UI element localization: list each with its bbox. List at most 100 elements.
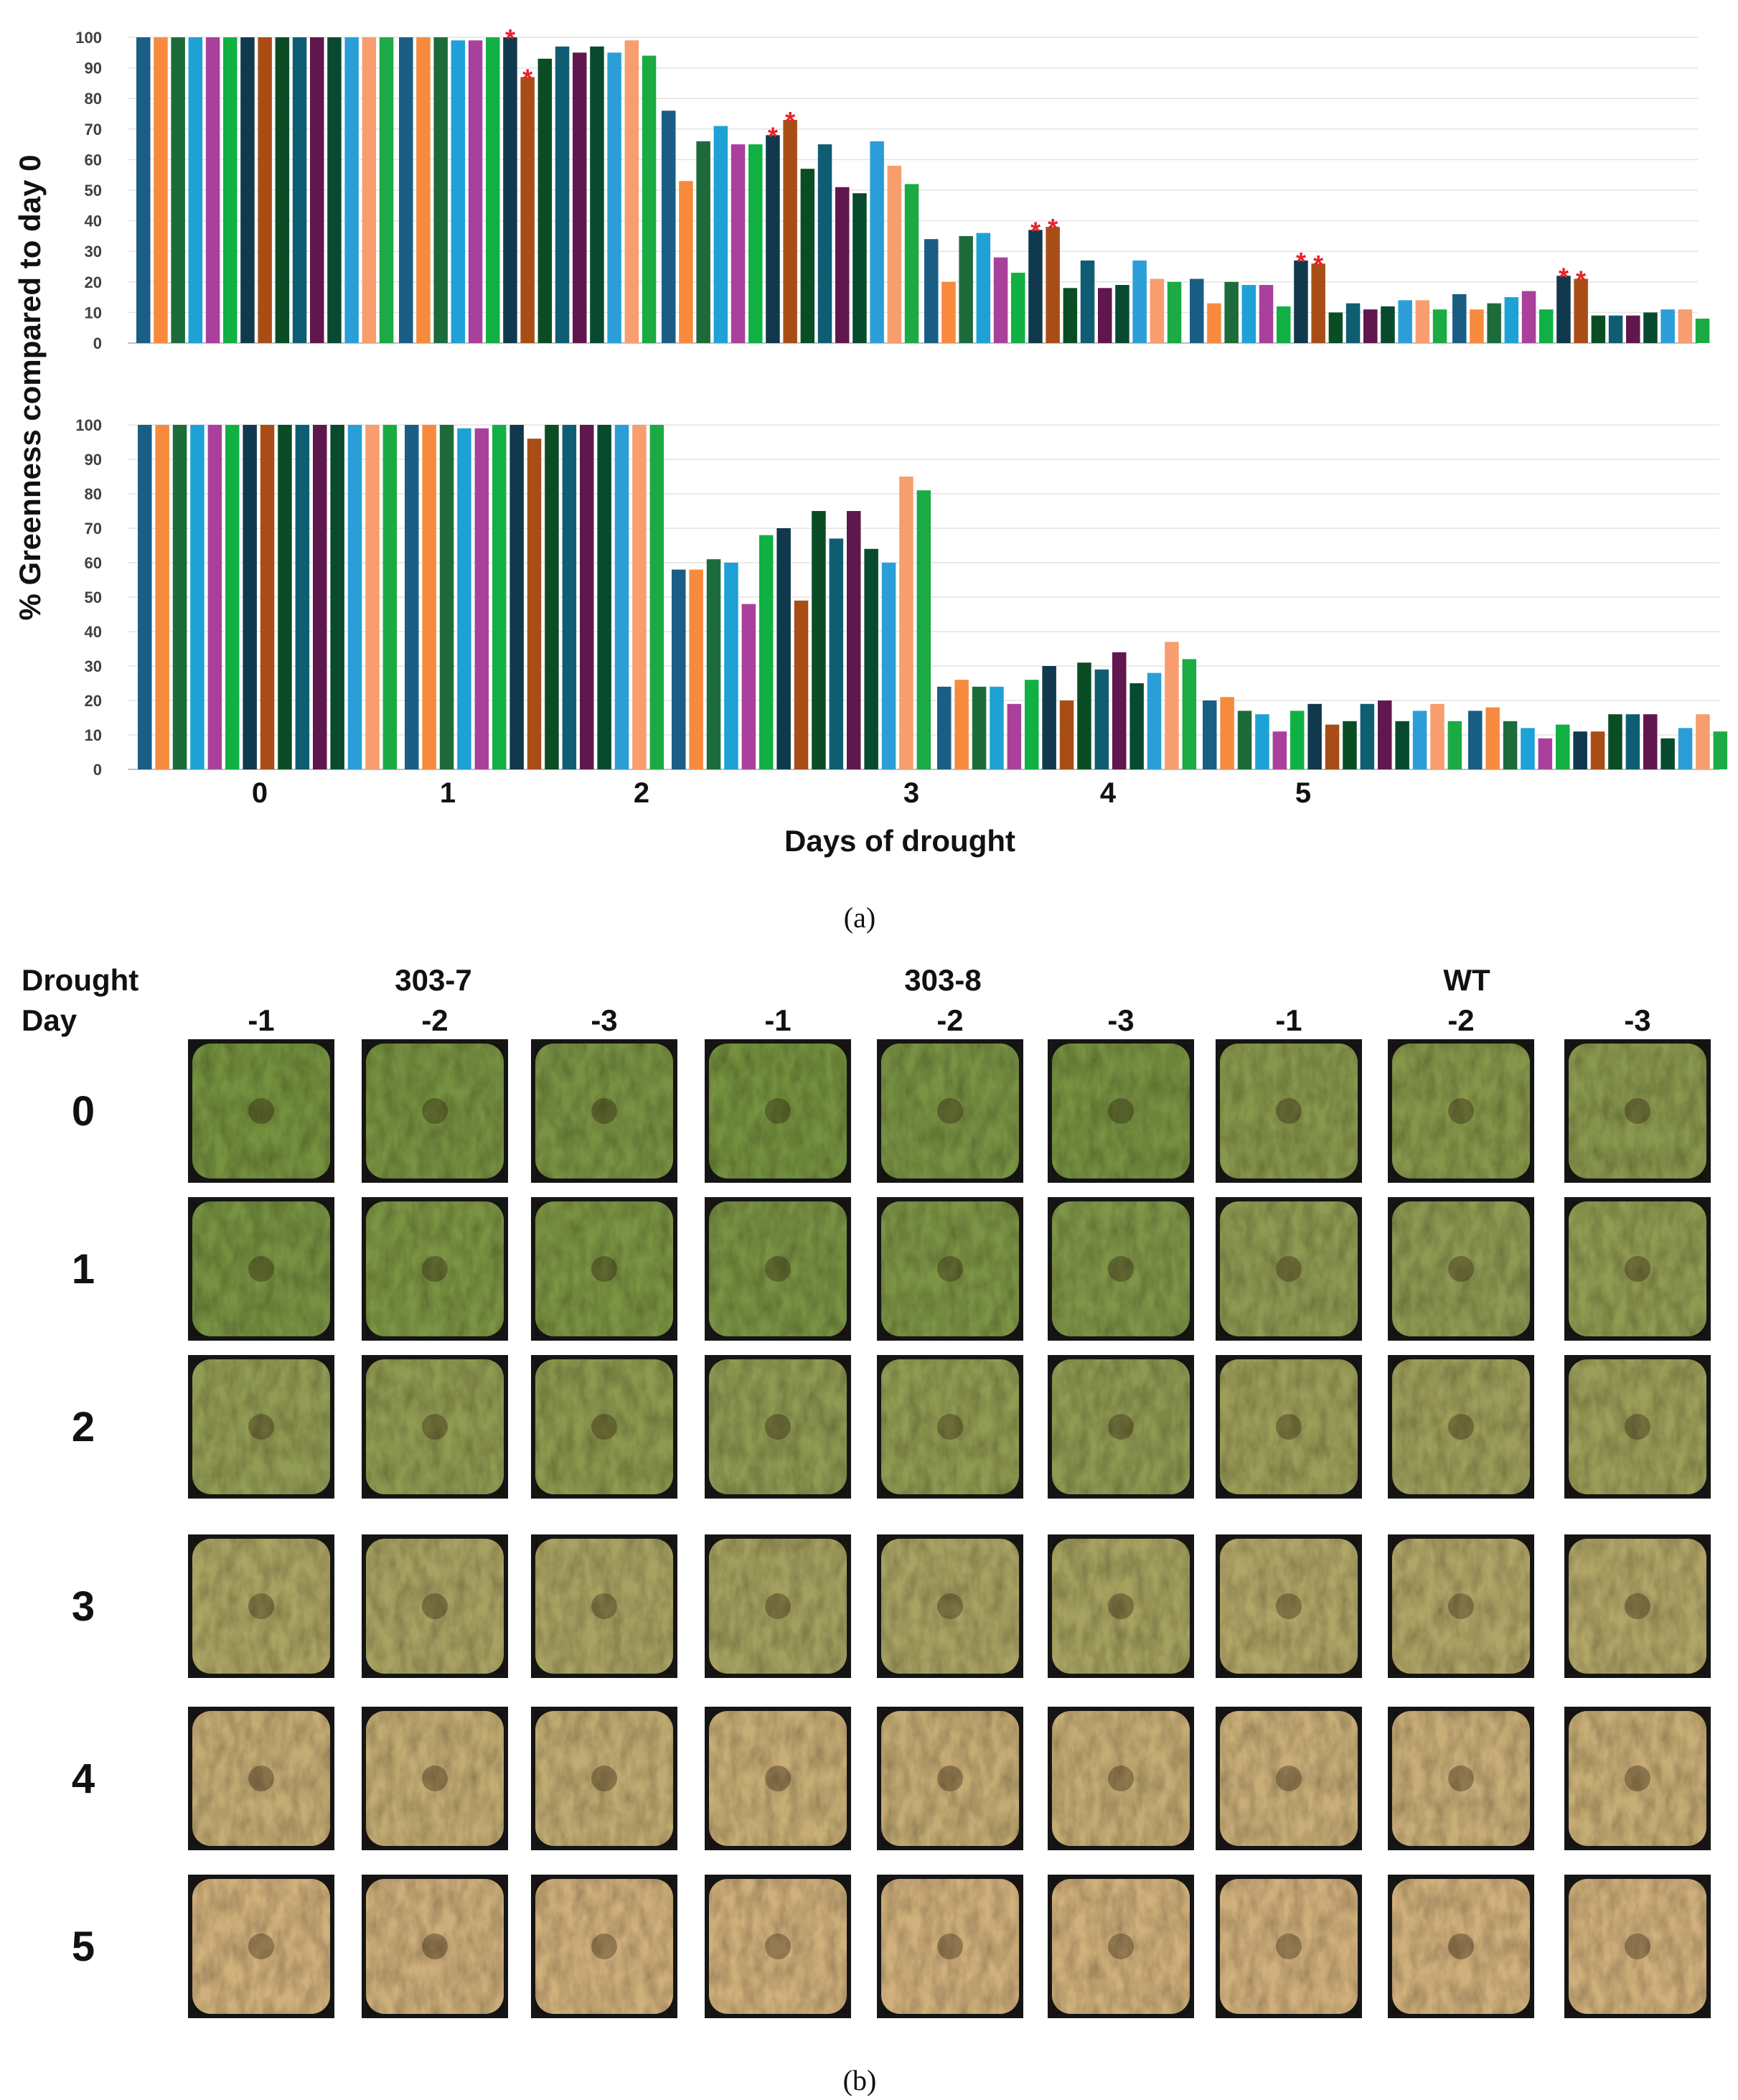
pot-canopy — [535, 1711, 673, 1846]
pot-canopy — [1052, 1879, 1190, 2014]
bar — [794, 600, 809, 769]
pot-canopy — [881, 1201, 1019, 1336]
bar — [327, 37, 342, 343]
crown-center — [765, 1414, 791, 1440]
bar — [1395, 721, 1409, 769]
pot-canopy — [881, 1879, 1019, 2014]
bar — [154, 37, 168, 343]
plant-photo — [877, 1355, 1023, 1499]
bar — [1007, 703, 1022, 769]
bar — [330, 425, 344, 769]
bar — [1259, 285, 1274, 343]
line-header-wt: WT — [1443, 963, 1490, 997]
bar — [713, 126, 728, 344]
y-tick-label: 20 — [85, 692, 102, 710]
crown-center — [422, 1098, 448, 1124]
pot-canopy — [1052, 1539, 1190, 1674]
bar — [382, 425, 398, 769]
bar — [1272, 731, 1287, 769]
pot-canopy — [1392, 1711, 1530, 1846]
pot-canopy — [709, 1044, 847, 1178]
crown-center — [1625, 1933, 1650, 1959]
bar — [1573, 731, 1587, 769]
plant-photo — [1388, 1197, 1534, 1341]
bar — [1661, 309, 1675, 343]
bar — [486, 37, 500, 343]
bar — [706, 559, 721, 769]
crown-center — [1108, 1256, 1134, 1282]
crown-center — [1108, 1414, 1134, 1440]
bar — [1521, 291, 1536, 343]
bar — [136, 37, 151, 343]
bar — [347, 425, 362, 769]
bar — [976, 233, 991, 343]
bar — [990, 686, 1004, 769]
bar — [1398, 300, 1412, 343]
bar — [1661, 738, 1675, 769]
bar — [614, 425, 629, 769]
bar — [1538, 738, 1553, 769]
bar — [1190, 278, 1204, 343]
x-tick-label: 5 — [1295, 777, 1311, 809]
bar — [405, 425, 419, 769]
crown-center — [1448, 1414, 1474, 1440]
x-tick-label: 2 — [634, 777, 649, 809]
bar — [941, 281, 956, 343]
plant-photo — [531, 1707, 677, 1850]
crown-center — [1276, 1098, 1302, 1124]
pot-canopy — [535, 1044, 673, 1178]
bar — [1447, 721, 1462, 769]
bar — [1504, 297, 1519, 343]
replicate-label: -3 — [1624, 1003, 1650, 1037]
pot-canopy — [192, 1044, 330, 1178]
bar — [190, 425, 205, 769]
bar — [954, 680, 969, 769]
crown-center — [1108, 1933, 1134, 1959]
y-tick-label: 40 — [85, 623, 102, 641]
crown-center — [765, 1098, 791, 1124]
crown-center — [765, 1766, 791, 1791]
y-tick-label: 70 — [85, 520, 102, 538]
bar — [295, 425, 310, 769]
pot-canopy — [881, 1044, 1019, 1178]
bar — [1415, 300, 1430, 343]
bar — [1241, 285, 1256, 343]
bar — [1432, 309, 1447, 343]
panel-a-label: (a) — [844, 901, 875, 934]
bar — [537, 58, 553, 343]
pot-canopy — [1052, 1711, 1190, 1846]
pot-canopy — [1220, 1711, 1358, 1846]
crown-center — [937, 1933, 963, 1959]
bar — [1556, 276, 1571, 343]
bar — [1150, 278, 1165, 343]
crown-center — [591, 1414, 617, 1440]
x-axis-label: Days of drought — [784, 824, 1015, 858]
y-tick-label: 0 — [93, 334, 102, 352]
line-header-303-8: 303-8 — [904, 963, 981, 997]
bar — [1255, 714, 1269, 769]
bar — [1625, 714, 1640, 769]
bar — [924, 239, 939, 343]
bar — [451, 40, 466, 343]
pot-canopy — [366, 1879, 504, 2014]
y-tick-label: 40 — [85, 212, 102, 230]
bar — [503, 37, 517, 343]
replicate-label: -3 — [591, 1003, 617, 1037]
pot-canopy — [709, 1539, 847, 1674]
plant-photo — [1388, 1039, 1534, 1183]
crown-center — [1625, 1593, 1650, 1619]
crown-center — [937, 1098, 963, 1124]
crown-center — [248, 1766, 274, 1791]
bar — [1381, 306, 1395, 343]
bar — [1574, 278, 1588, 343]
bar — [1294, 260, 1308, 343]
bar — [864, 548, 878, 769]
pot-canopy — [709, 1359, 847, 1494]
bar — [904, 184, 919, 343]
x-tick-label: 3 — [903, 777, 919, 809]
crown-center — [937, 1593, 963, 1619]
y-axis-label: % Greenness compared to day 0 — [13, 155, 47, 621]
crown-center — [1625, 1766, 1650, 1791]
pot-canopy — [366, 1201, 504, 1336]
significance-star: * — [1296, 247, 1306, 276]
